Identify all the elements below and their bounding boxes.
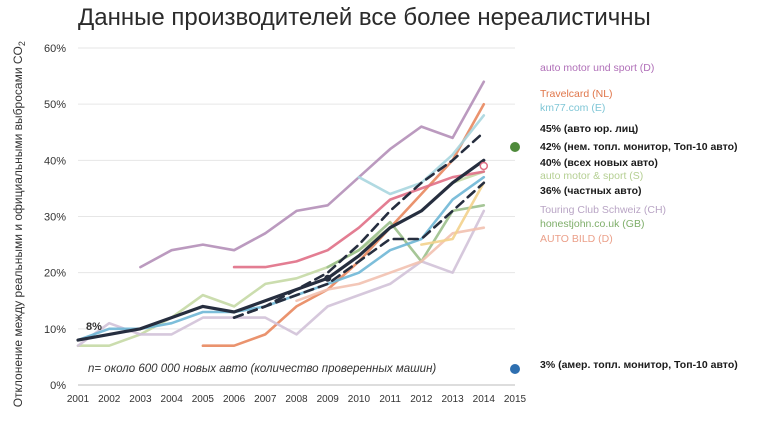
series-line-3	[232, 131, 486, 319]
x-tick-label: 2013	[441, 394, 464, 405]
x-tick-label: 2004	[161, 394, 184, 405]
legend-item-company-cars: 45% (авто юр. лиц)	[540, 123, 639, 135]
x-tick-label: 2006	[223, 394, 246, 405]
legend-item-ams-d: auto motor und sport (D)	[540, 62, 655, 74]
legend-item-all-new-cars: 40% (всех новых авто)	[540, 157, 658, 169]
us-monitor-marker	[510, 364, 520, 374]
x-tick-label: 2007	[254, 394, 277, 405]
series-line-8	[76, 209, 486, 348]
start-value-label: 8%	[86, 321, 102, 333]
legend-item-tcs: Touring Club Schweiz (CH)	[540, 204, 667, 216]
sample-size-note: n= около 600 000 новых авто (количество …	[88, 363, 436, 375]
y-tick-label: 50%	[44, 99, 66, 111]
german-monitor-marker	[510, 142, 520, 152]
series-line-11	[232, 170, 486, 269]
series-line-5	[76, 158, 486, 342]
series-point-2009	[324, 274, 332, 282]
legend-item-auto-bild: AUTO BILD (D)	[540, 233, 613, 245]
series-line-7	[232, 181, 486, 319]
series-line-1	[201, 102, 486, 348]
open-marker	[479, 161, 489, 171]
x-tick-label: 2002	[98, 394, 121, 405]
y-tick-label: 20%	[44, 268, 66, 280]
series-line-0	[139, 80, 486, 269]
x-tick-label: 2003	[129, 394, 152, 405]
x-tick-label: 2012	[410, 394, 433, 405]
y-tick-label: 60%	[44, 43, 66, 55]
x-tick-label: 2014	[473, 394, 496, 405]
y-tick-label: 40%	[44, 155, 66, 167]
x-tick-label: 2005	[192, 394, 215, 405]
series-line-13	[420, 181, 486, 246]
x-tick-label: 2015	[504, 394, 527, 405]
legend-item-honestjohn: honestjohn.co.uk (GB)	[540, 218, 645, 230]
legend-item-private-cars: 36% (частных авто)	[540, 185, 642, 197]
series-line-9	[326, 204, 486, 269]
series-line-10	[295, 226, 486, 303]
y-tick-label: 10%	[44, 324, 66, 336]
x-tick-label: 2001	[67, 394, 90, 405]
legend-item-us-monitor: 3% (амер. топл. монитор, Топ-10 авто)	[540, 359, 738, 371]
legend-item-travelcard: Travelcard (NL)	[540, 88, 613, 100]
x-tick-label: 2008	[285, 394, 308, 405]
y-tick-label: 30%	[44, 212, 66, 224]
x-tick-label: 2010	[348, 394, 371, 405]
x-tick-label: 2009	[317, 394, 340, 405]
legend-item-km77: km77.com (E)	[540, 102, 606, 114]
legend-item-german-monitor: 42% (нем. топл. монитор, Топ-10 авто)	[540, 141, 738, 153]
chart-title: Данные производителей все более нереалис…	[78, 4, 651, 31]
y-tick-label: 0%	[50, 380, 66, 392]
x-tick-label: 2011	[379, 394, 401, 405]
legend-item-ams-s: auto motor & sport (S)	[540, 170, 644, 182]
